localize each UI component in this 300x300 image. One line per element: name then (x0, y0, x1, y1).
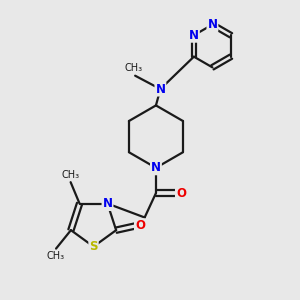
Text: O: O (135, 219, 145, 232)
Text: N: N (103, 197, 112, 210)
Text: N: N (207, 18, 218, 31)
Text: N: N (151, 161, 161, 174)
Text: N: N (155, 82, 165, 96)
Text: CH₃: CH₃ (61, 170, 80, 180)
Text: CH₃: CH₃ (124, 63, 143, 73)
Text: S: S (89, 240, 98, 253)
Text: N: N (189, 29, 199, 42)
Text: O: O (176, 187, 186, 200)
Text: CH₃: CH₃ (47, 251, 65, 261)
